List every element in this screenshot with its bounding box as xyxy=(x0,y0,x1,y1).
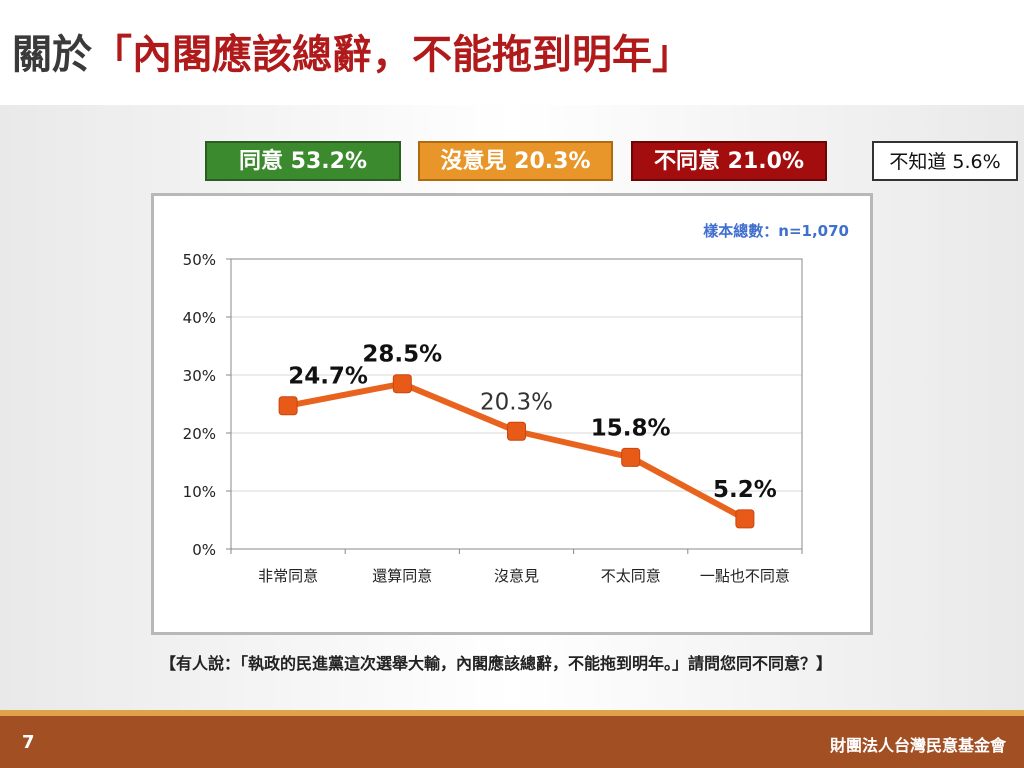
data-label: 5.2% xyxy=(713,477,777,503)
summary-agree-box: 同意 53.2% xyxy=(205,141,401,181)
y-tick-label: 10% xyxy=(183,483,216,501)
x-tick-label: 沒意見 xyxy=(494,567,539,585)
y-axis: 0% 10% 20% 30% 40% 50% xyxy=(183,251,231,559)
summary-unknown-box: 不知道 5.6% xyxy=(872,141,1018,181)
summary-disagree-box: 不同意 21.0% xyxy=(631,141,827,181)
x-axis: 非常同意 還算同意 沒意見 不太同意 一點也不同意 xyxy=(230,549,803,585)
summary-neutral-box: 沒意見 20.3% xyxy=(418,141,613,181)
footer-accent-line xyxy=(0,710,1024,716)
title-quote: 「內閣應該總辭，不能拖到明年」 xyxy=(92,32,692,78)
slide-title: 關於「內閣應該總辭，不能拖到明年」 xyxy=(12,22,692,80)
chart-frame: 樣本總數：n=1,070 0% 10% 20% 30% 40% 50% 非常同意 還算同意 沒… xyxy=(151,193,873,635)
line-chart: 樣本總數：n=1,070 0% 10% 20% 30% 40% 50% 非常同意 還算同意 沒… xyxy=(183,222,849,585)
y-tick-label: 30% xyxy=(183,367,216,385)
plot-area xyxy=(230,258,803,550)
data-label: 24.7% xyxy=(288,364,368,390)
x-tick-label: 還算同意 xyxy=(372,567,432,585)
data-point xyxy=(621,447,641,467)
title-band xyxy=(0,0,1024,105)
grid-layer xyxy=(231,316,802,492)
data-labels: 24.7%28.5% 20.3% 15.8% 5.2% xyxy=(288,342,777,503)
title-prefix: 關於 xyxy=(12,32,92,78)
data-label: 15.8% xyxy=(591,415,671,441)
footer-bar xyxy=(0,716,1024,768)
data-label: 28.5% xyxy=(362,342,442,368)
data-point xyxy=(278,396,298,416)
x-tick-label: 不太同意 xyxy=(601,567,661,585)
data-point xyxy=(507,421,526,441)
data-point xyxy=(392,374,412,394)
organization-name: 財團法人台灣民意基金會 xyxy=(829,736,1006,755)
page-number: 7 xyxy=(22,732,35,753)
y-tick-label: 20% xyxy=(183,425,216,443)
data-label: 20.3% xyxy=(480,389,553,415)
data-point xyxy=(735,509,755,529)
y-tick-label: 0% xyxy=(192,541,216,559)
x-tick-label: 一點也不同意 xyxy=(700,567,790,585)
markers xyxy=(278,374,755,529)
x-tick-label: 非常同意 xyxy=(258,567,318,585)
y-tick-label: 40% xyxy=(183,309,216,327)
sample-size-label: 樣本總數：n=1,070 xyxy=(703,222,849,240)
survey-question: 【有人說：「執政的民進黨這次選舉大輸，內閣應該總辭，不能拖到明年。」請問您同不同… xyxy=(160,654,833,673)
y-tick-label: 50% xyxy=(183,251,216,269)
